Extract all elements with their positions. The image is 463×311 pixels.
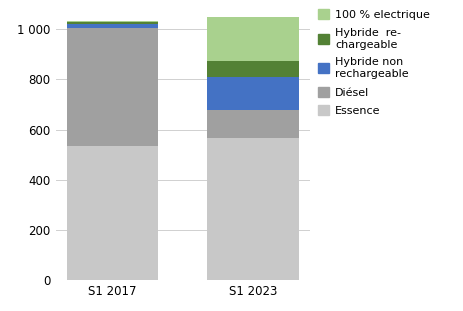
- Bar: [67, 21, 158, 22]
- Bar: [67, 28, 158, 146]
- Legend: 100 % electrique, Hybride  re-
chargeable, Hybride non
rechargeable, Diésel, Ess: 100 % electrique, Hybride re- chargeable…: [318, 9, 430, 116]
- Bar: [207, 138, 299, 280]
- Bar: [67, 24, 158, 28]
- Bar: [207, 77, 299, 109]
- Bar: [67, 146, 158, 280]
- Bar: [207, 61, 299, 77]
- Bar: [207, 109, 299, 138]
- Bar: [67, 22, 158, 24]
- Bar: [207, 17, 299, 61]
